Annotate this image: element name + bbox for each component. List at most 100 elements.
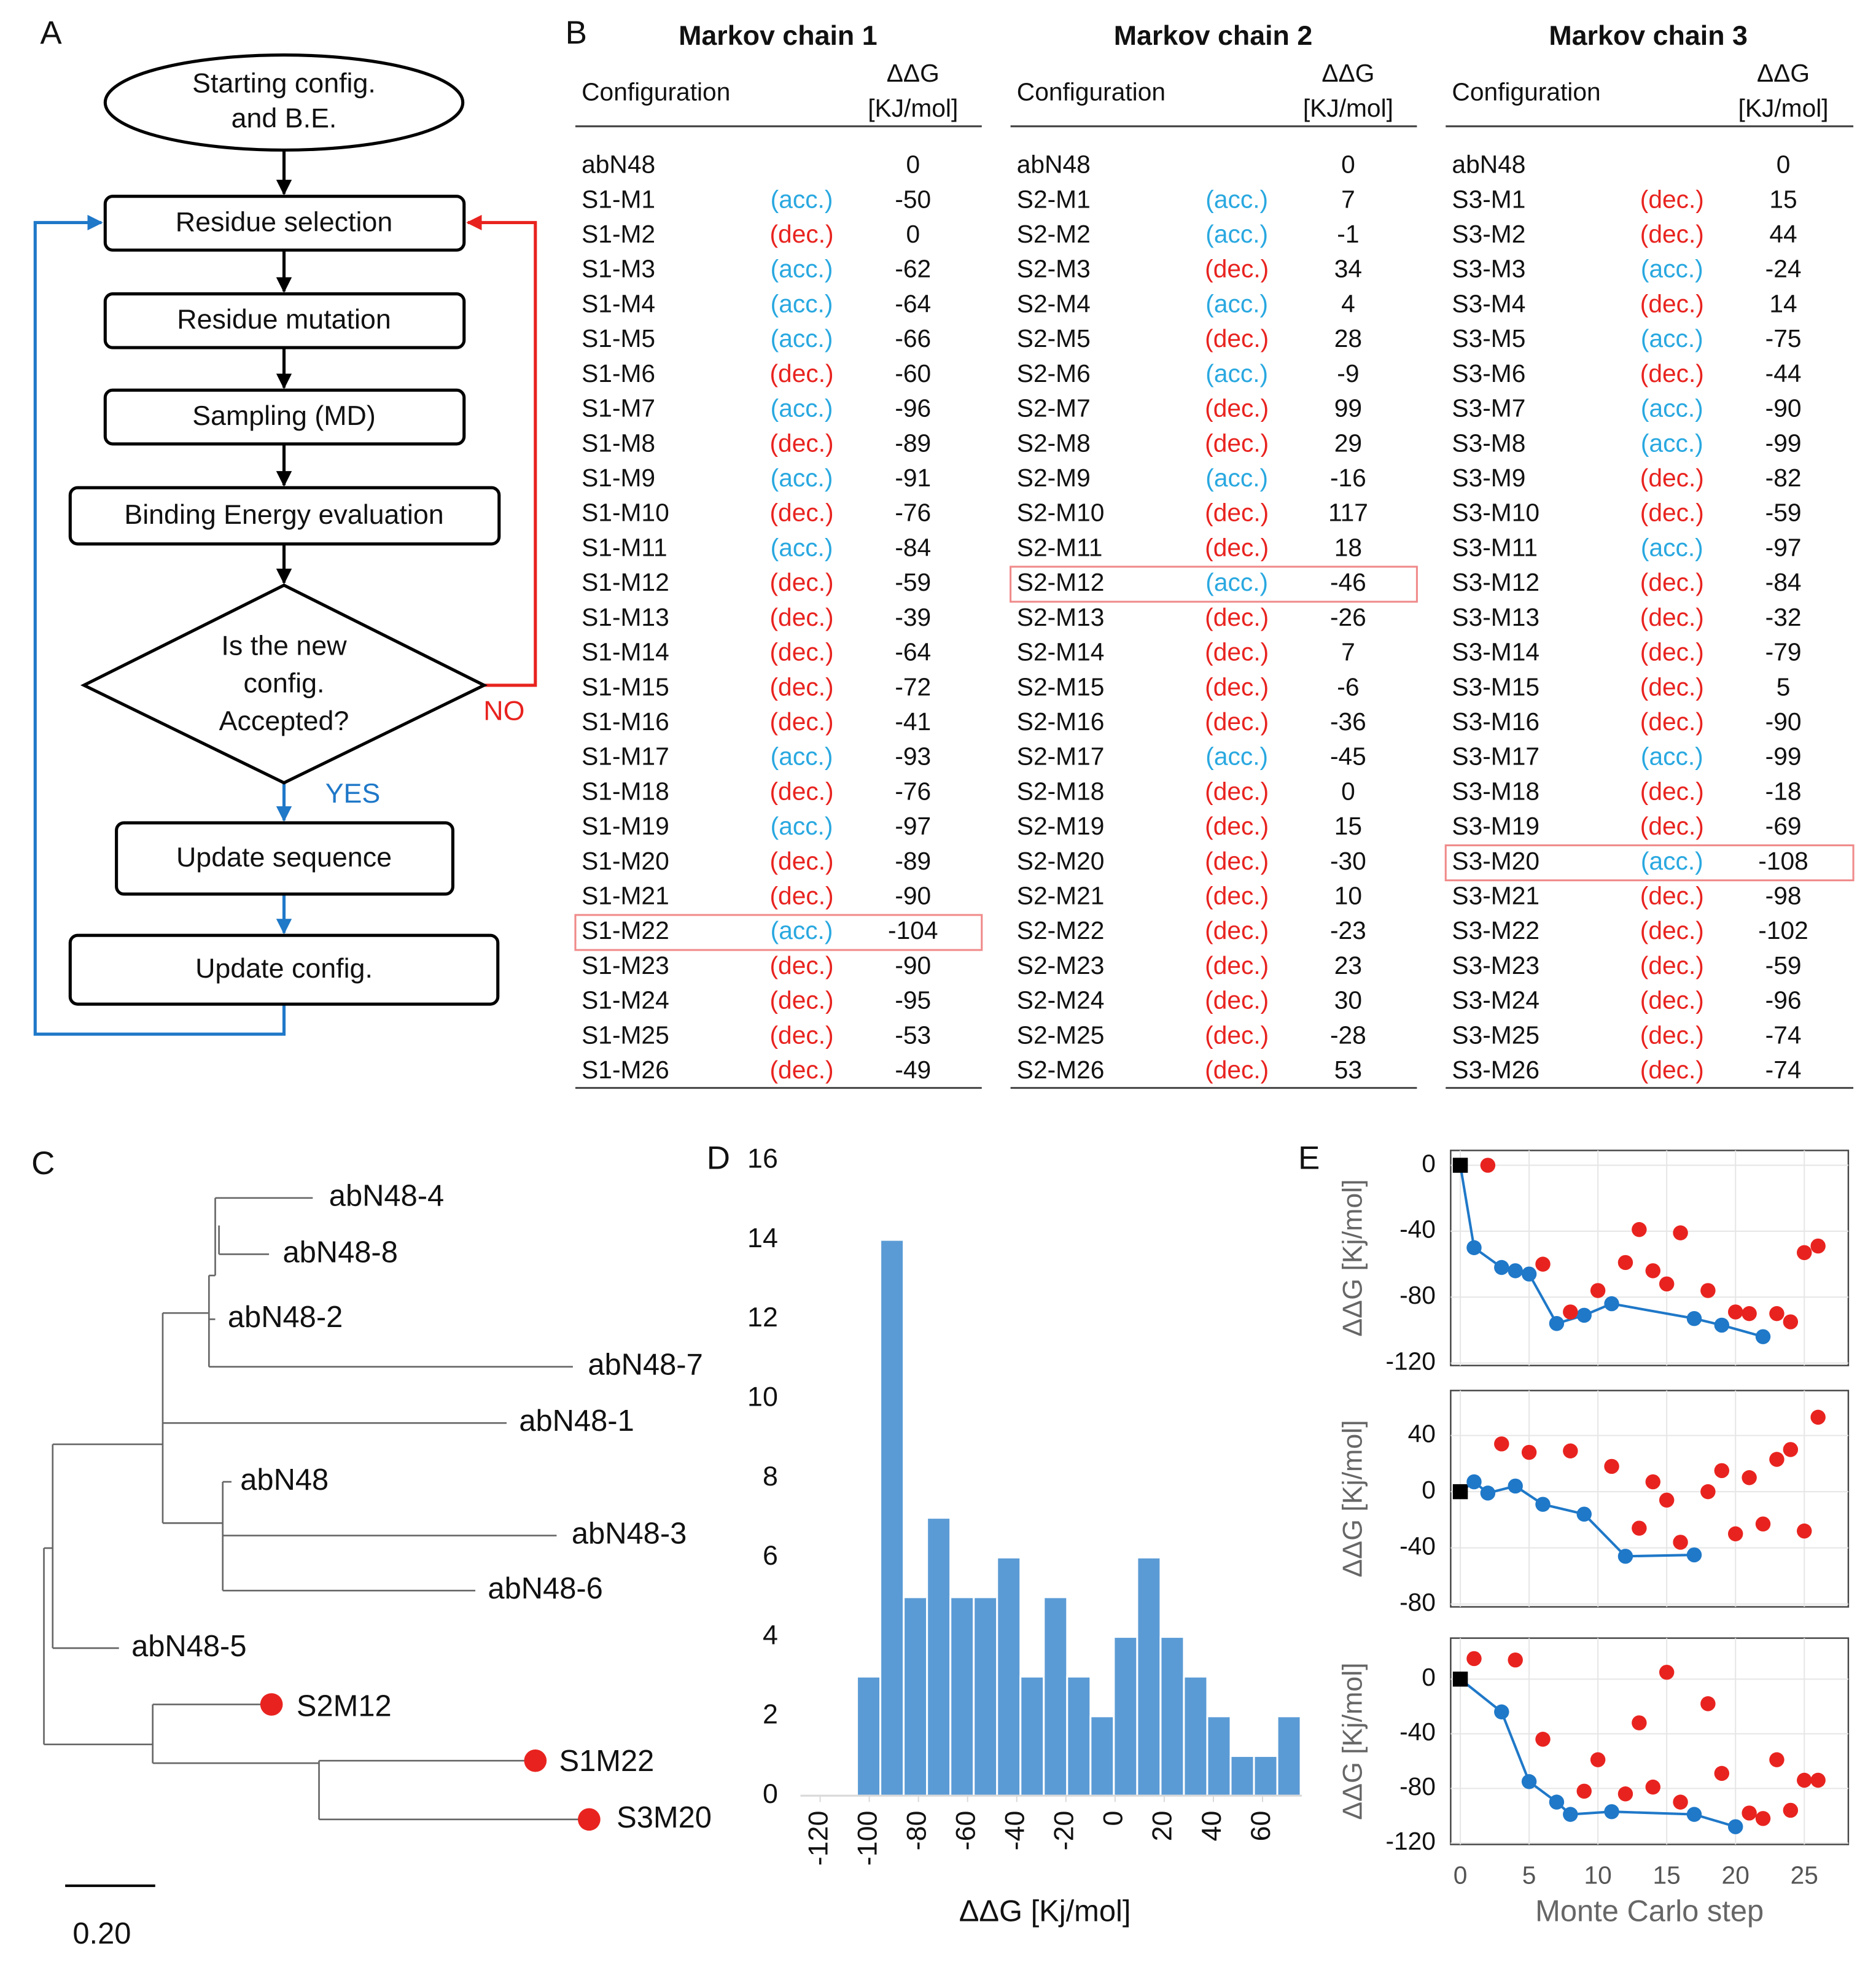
config-cell: S2-M2 [1017, 220, 1091, 248]
value-cell: -53 [895, 1021, 931, 1049]
x-tick-label: -20 [1049, 1811, 1080, 1851]
value-cell: -76 [895, 499, 931, 527]
status-cell: (dec.) [1205, 429, 1269, 457]
bar [1183, 1675, 1209, 1797]
data-point [1549, 1316, 1565, 1331]
column-header: Configuration [582, 77, 730, 106]
config-cell: S3-M19 [1452, 812, 1539, 840]
y-axis-label: ΔΔG [Kj/mol] [1337, 1179, 1368, 1336]
status-cell: (acc.) [771, 324, 833, 352]
value-cell: 28 [1334, 324, 1362, 352]
status-cell: (dec.) [1640, 464, 1704, 492]
plot-frame [1450, 1390, 1850, 1608]
bar [1066, 1675, 1092, 1797]
value-cell: -50 [895, 185, 931, 213]
bar [856, 1675, 882, 1797]
status-cell: (dec.) [769, 707, 833, 736]
value-cell: -89 [895, 847, 931, 875]
status-cell: (dec.) [769, 568, 833, 596]
node-label: Is the new [221, 631, 347, 661]
start-point [1452, 1158, 1468, 1173]
config-cell: S3-M13 [1452, 603, 1539, 631]
config-cell: S1-M17 [582, 742, 669, 771]
data-point [1742, 1470, 1757, 1485]
data-point [1673, 1794, 1688, 1810]
data-point [1645, 1779, 1660, 1795]
y-tick-label: -120 [1385, 1827, 1436, 1855]
config-cell: S3-M4 [1452, 289, 1525, 317]
flowchart: Starting config. and B.E. Residue select… [33, 53, 537, 1036]
data-point [1604, 1296, 1619, 1312]
status-cell: (acc.) [1205, 220, 1268, 248]
value-cell: 15 [1334, 812, 1362, 840]
value-cell: -59 [895, 568, 931, 596]
status-cell: (dec.) [769, 429, 833, 457]
status-cell: (dec.) [769, 986, 833, 1014]
config-cell: S2-M15 [1017, 672, 1105, 701]
bar [926, 1517, 952, 1797]
value-cell: -1 [1337, 220, 1359, 248]
config-cell: S1-M19 [582, 812, 669, 840]
status-cell: (dec.) [769, 847, 833, 875]
highlight-dot [524, 1749, 547, 1772]
config-cell: S3-M23 [1452, 951, 1539, 979]
config-cell: abN48 [582, 150, 655, 179]
y-tick-label: -80 [1399, 1772, 1436, 1800]
value-cell: -91 [895, 464, 931, 492]
config-cell: S3-M12 [1452, 568, 1539, 596]
value-cell: -93 [895, 742, 931, 771]
status-cell: (dec.) [1205, 916, 1269, 944]
start-node [103, 53, 465, 152]
config-cell: S3-M5 [1452, 324, 1525, 352]
value-cell: -9 [1337, 359, 1359, 387]
config-cell: S3-M16 [1452, 707, 1539, 736]
data-point [1508, 1652, 1523, 1668]
leaf-label: abN48-7 [588, 1349, 703, 1382]
value-cell: -79 [1765, 638, 1802, 666]
start-point [1452, 1484, 1468, 1500]
value-cell: -18 [1765, 777, 1802, 805]
status-cell: (dec.) [1205, 324, 1269, 352]
config-cell: abN48 [1017, 150, 1091, 179]
node-label: Update config. [195, 953, 373, 984]
data-point [1783, 1314, 1799, 1329]
value-cell: 18 [1334, 533, 1362, 561]
y-tick-label: -40 [1399, 1718, 1436, 1746]
data-point [1576, 1307, 1592, 1323]
value-cell: -74 [1765, 1056, 1802, 1084]
data-point [1604, 1804, 1619, 1820]
bar [1136, 1556, 1162, 1797]
leaf-label: abN48-2 [228, 1301, 343, 1334]
status-cell: (dec.) [1640, 916, 1704, 944]
config-cell: S3-M20 [1452, 847, 1539, 875]
config-cell: S2-M22 [1017, 916, 1105, 944]
value-cell: 29 [1334, 429, 1362, 457]
value-cell: 14 [1769, 289, 1797, 317]
status-cell: (dec.) [1640, 499, 1704, 527]
data-point [1576, 1506, 1592, 1522]
bar [1276, 1715, 1302, 1797]
value-cell: -99 [1765, 742, 1802, 771]
status-cell: (acc.) [1641, 847, 1703, 875]
bar [1089, 1715, 1115, 1797]
status-cell: (acc.) [771, 533, 833, 561]
status-cell: (acc.) [771, 255, 833, 283]
data-point [1521, 1774, 1537, 1789]
config-cell: S1-M16 [582, 707, 669, 736]
leaf-label: abN48-4 [329, 1180, 444, 1213]
leaf-label: abN48-3 [572, 1517, 687, 1551]
config-cell: S2-M11 [1017, 533, 1103, 561]
y-axis-label: ΔΔG [Kj/mol] [1337, 1420, 1368, 1577]
config-cell: S1-M26 [582, 1056, 669, 1084]
status-cell: (dec.) [769, 882, 833, 910]
config-cell: S3-M1 [1452, 185, 1525, 213]
data-point [1714, 1317, 1730, 1333]
config-cell: S2-M6 [1017, 359, 1091, 387]
data-point [1521, 1266, 1537, 1282]
data-point [1686, 1547, 1702, 1563]
config-cell: S1-M12 [582, 568, 669, 596]
config-cell: S2-M21 [1017, 882, 1105, 910]
data-point [1494, 1259, 1509, 1275]
x-tick-label: 20 [1147, 1811, 1178, 1842]
bar [1019, 1675, 1045, 1797]
